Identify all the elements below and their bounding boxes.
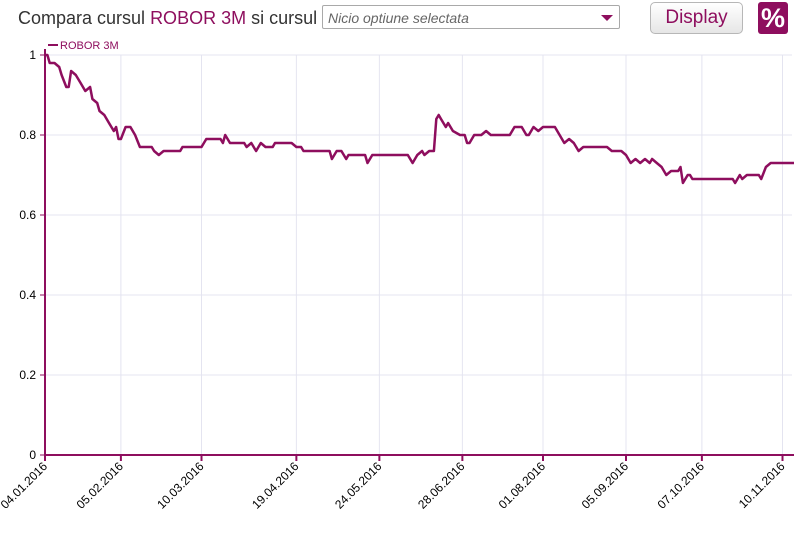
compare-title: Compara cursul ROBOR 3M si cursul [18,8,317,29]
percent-button[interactable]: % [758,2,788,34]
y-tick-label: 0.6 [19,208,36,222]
y-axis-ticks: 0 0.2 0.4 0.6 0.8 1 [19,48,45,462]
x-tick-label: 05.02.2016 [74,459,127,512]
title-suffix: si cursul [251,8,318,28]
toolbar: Compara cursul ROBOR 3M si cursul Nicio … [0,0,794,40]
y-tick-label: 1 [29,48,36,62]
x-tick-label: 19.04.2016 [249,459,302,512]
y-tick-label: 0.2 [19,368,36,382]
y-tick-label: 0 [29,448,36,462]
x-tick-label: 04.01.2016 [0,459,50,512]
compare-select[interactable]: Nicio optiune selectata [322,5,620,29]
x-tick-label: 10.03.2016 [154,459,207,512]
display-button[interactable]: Display [650,2,743,34]
x-tick-label: 24.05.2016 [332,459,385,512]
series-layer [45,53,794,185]
x-tick-label: 28.06.2016 [415,459,468,512]
series-line-robor-3m [45,53,794,185]
title-highlight: ROBOR 3M [150,8,247,28]
title-prefix: Compara cursul [18,8,146,28]
legend-label: ROBOR 3M [60,40,119,52]
legend[interactable]: ROBOR 3M [48,40,119,52]
y-tick-label: 0.8 [19,128,36,142]
x-tick-label: 05.09.2016 [579,459,632,512]
x-tick-label: 01.08.2016 [496,459,549,512]
x-tick-label: 07.10.2016 [655,459,708,512]
axes [44,49,794,456]
chevron-down-icon[interactable] [601,15,613,21]
x-tick-label: 10.11.2016 [736,459,788,511]
y-tick-label: 0.4 [19,288,36,302]
x-axis-ticks: 04.01.2016 05.02.2016 10.03.2016 19.04.2016… [0,455,788,512]
select-placeholder: Nicio optiune selectata [328,10,469,26]
line-chart: 0 0.2 0.4 0.6 0.8 1 04.01.2016 05.02.2016 10.03… [0,40,794,512]
grid [45,54,792,455]
